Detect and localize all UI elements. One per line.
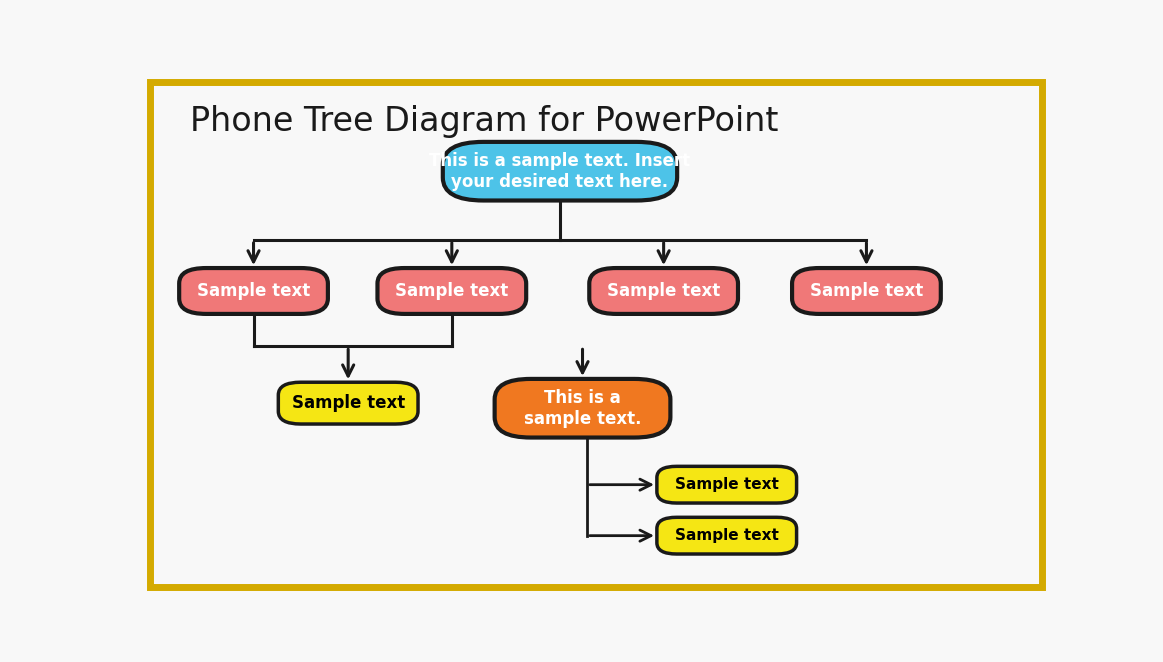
FancyBboxPatch shape	[443, 142, 677, 201]
Text: This is a sample text. Insert
your desired text here.: This is a sample text. Insert your desir…	[429, 152, 691, 191]
FancyBboxPatch shape	[792, 268, 941, 314]
Text: Sample text: Sample text	[292, 394, 405, 412]
FancyBboxPatch shape	[378, 268, 526, 314]
Text: Sample text: Sample text	[675, 477, 779, 492]
FancyBboxPatch shape	[657, 517, 797, 554]
Text: Sample text: Sample text	[675, 528, 779, 543]
FancyBboxPatch shape	[179, 268, 328, 314]
FancyBboxPatch shape	[494, 379, 670, 438]
Text: Sample text: Sample text	[607, 282, 720, 300]
FancyBboxPatch shape	[590, 268, 739, 314]
Text: Sample text: Sample text	[395, 282, 508, 300]
Text: Phone Tree Diagram for PowerPoint: Phone Tree Diagram for PowerPoint	[191, 105, 779, 138]
FancyBboxPatch shape	[657, 466, 797, 503]
FancyBboxPatch shape	[278, 382, 418, 424]
Text: This is a
sample text.: This is a sample text.	[523, 389, 641, 428]
Text: Sample text: Sample text	[809, 282, 923, 300]
Text: Sample text: Sample text	[197, 282, 311, 300]
